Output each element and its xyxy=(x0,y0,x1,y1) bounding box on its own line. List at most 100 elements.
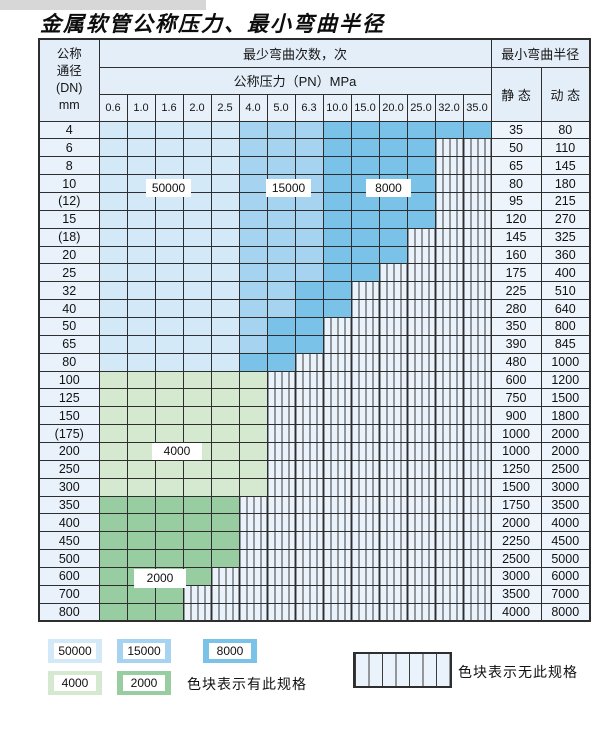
spec-cell xyxy=(406,138,436,158)
no-spec-cell xyxy=(266,531,296,551)
no-spec-cell xyxy=(406,531,436,551)
no-spec-cell xyxy=(462,584,492,604)
table-row: 150 900 1800 xyxy=(38,406,591,426)
dynamic-cell: 2000 xyxy=(540,424,591,443)
dn-cell: 800 xyxy=(38,602,100,622)
spec-cell xyxy=(98,174,128,193)
dn-cell: 6 xyxy=(38,138,100,158)
table-row: 25 175 400 xyxy=(38,263,591,283)
spec-cell xyxy=(294,138,324,158)
no-spec-cell xyxy=(322,549,352,568)
spec-cell xyxy=(266,245,296,265)
dn-cell: 65 xyxy=(38,334,100,354)
spec-cell xyxy=(322,209,352,229)
spec-cell xyxy=(210,245,240,265)
spec-cell xyxy=(182,209,212,229)
no-spec-cell xyxy=(406,406,436,426)
no-spec-cell xyxy=(266,441,296,461)
static-cell: 3500 xyxy=(490,584,542,604)
dynamic-cell: 4000 xyxy=(540,513,591,533)
dn-header-line: mm xyxy=(58,98,80,113)
spec-cell xyxy=(126,424,156,443)
spec-cell xyxy=(182,281,212,301)
table-row: 500 2500 5000 xyxy=(38,549,591,568)
no-spec-cell xyxy=(294,513,324,533)
no-spec-cell xyxy=(378,549,408,568)
no-spec-cell xyxy=(238,549,268,568)
spec-cell xyxy=(210,424,240,443)
spec-cell xyxy=(378,120,408,140)
dynamic-cell: 3000 xyxy=(540,477,591,497)
no-spec-cell xyxy=(434,316,464,336)
no-spec-cell xyxy=(294,549,324,568)
spec-cell xyxy=(154,388,184,408)
spec-cell xyxy=(238,477,268,497)
static-cell: 350 xyxy=(490,316,542,336)
spec-cell xyxy=(98,263,128,283)
spec-cell xyxy=(98,441,128,461)
spec-cell xyxy=(238,156,268,176)
no-spec-cell xyxy=(350,459,380,479)
dn-cell: 600 xyxy=(38,566,100,586)
no-spec-cell xyxy=(238,566,268,586)
table-row: 700 3500 7000 xyxy=(38,584,591,604)
pressure-header: 公称压力（PN）MPa xyxy=(98,66,492,95)
no-spec-cell xyxy=(266,406,296,426)
pressure-tick: 10.0 xyxy=(322,93,352,122)
no-spec-cell xyxy=(378,459,408,479)
spec-cell xyxy=(238,174,268,193)
no-spec-cell xyxy=(266,513,296,533)
static-cell: 900 xyxy=(490,406,542,426)
pressure-tick: 1.6 xyxy=(154,93,184,122)
no-spec-cell xyxy=(434,531,464,551)
spec-cell xyxy=(266,209,296,229)
table-row: 20 160 360 xyxy=(38,245,591,265)
spec-cell xyxy=(126,584,156,604)
no-spec-cell xyxy=(462,263,492,283)
pressure-tick: 2.0 xyxy=(182,93,212,122)
spec-cell xyxy=(210,513,240,533)
spec-cell xyxy=(154,495,184,515)
spec-cell xyxy=(210,531,240,551)
static-cell: 390 xyxy=(490,334,542,354)
spec-cell xyxy=(126,138,156,158)
spec-cell xyxy=(238,281,268,301)
spec-cell xyxy=(350,245,380,265)
dn-cell: 700 xyxy=(38,584,100,604)
no-spec-cell xyxy=(294,477,324,497)
spec-cell xyxy=(98,477,128,497)
no-spec-cell xyxy=(266,549,296,568)
no-spec-cell xyxy=(434,602,464,622)
spec-cell xyxy=(182,513,212,533)
no-spec-cell xyxy=(294,388,324,408)
spec-cell xyxy=(154,602,184,622)
spec-cell xyxy=(378,245,408,265)
spec-cell xyxy=(154,549,184,568)
spec-cell xyxy=(126,316,156,336)
dynamic-cell: 360 xyxy=(540,245,591,265)
spec-cell xyxy=(238,227,268,247)
spec-cell xyxy=(98,245,128,265)
spec-cell xyxy=(126,156,156,176)
pressure-tick: 1.0 xyxy=(126,93,156,122)
static-cell: 145 xyxy=(490,227,542,247)
dn-cell: (175) xyxy=(38,424,100,443)
dn-cell: 200 xyxy=(38,441,100,461)
no-spec-cell xyxy=(350,334,380,354)
spec-cell xyxy=(322,174,352,193)
spec-cell xyxy=(238,120,268,140)
no-spec-cell xyxy=(462,352,492,372)
spec-cell xyxy=(126,352,156,372)
spec-cell xyxy=(182,531,212,551)
spec-cell xyxy=(98,370,128,390)
spec-cell xyxy=(406,156,436,176)
spec-cell xyxy=(238,138,268,158)
dynamic-header: 动 态 xyxy=(540,66,591,122)
pressure-tick: 32.0 xyxy=(434,93,464,122)
spec-cell xyxy=(98,191,128,211)
pressure-tick: 35.0 xyxy=(462,93,492,122)
no-spec-cell xyxy=(406,370,436,390)
dynamic-cell: 400 xyxy=(540,263,591,283)
spec-cell xyxy=(266,227,296,247)
no-spec-cell xyxy=(406,602,436,622)
